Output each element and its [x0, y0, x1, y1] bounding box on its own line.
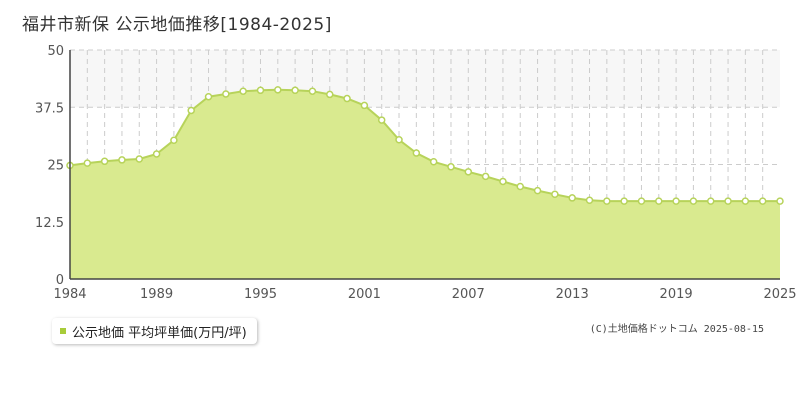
y-tick-label: 50 — [47, 44, 64, 59]
data-point — [603, 197, 611, 205]
data-point — [360, 101, 369, 110]
data-point — [464, 168, 473, 176]
legend: 公示地価 平均坪単価(万円/坪) — [52, 318, 257, 344]
price-area — [70, 89, 780, 279]
data-point — [308, 87, 317, 95]
x-tick-label: 1995 — [244, 287, 277, 302]
data-point — [326, 90, 334, 99]
data-point — [758, 197, 767, 205]
data-point — [204, 92, 213, 101]
data-point — [655, 197, 663, 205]
x-tick-label: 1984 — [53, 287, 86, 302]
data-point — [620, 197, 628, 205]
data-point — [395, 136, 403, 144]
data-point — [672, 197, 680, 205]
data-point — [741, 197, 750, 205]
data-point — [706, 197, 715, 205]
x-tick-label: 2001 — [348, 287, 381, 302]
data-point — [274, 86, 282, 94]
legend-label: 公示地価 平均坪単価(万円/坪) — [72, 325, 247, 341]
data-point — [343, 94, 351, 103]
data-point — [481, 172, 490, 181]
y-tick-label: 12.5 — [35, 216, 64, 231]
data-point — [118, 156, 126, 164]
data-point — [412, 149, 421, 157]
data-point — [533, 186, 542, 195]
data-point — [152, 150, 161, 158]
x-tick-label: 2025 — [763, 287, 796, 302]
chart-title: 福井市新保 公示地価推移[1984-2025] — [22, 15, 332, 35]
data-point — [637, 197, 646, 205]
x-tick-label: 1989 — [140, 287, 173, 302]
data-point — [429, 158, 438, 166]
data-point — [170, 136, 178, 144]
data-point — [100, 157, 109, 166]
data-point — [568, 194, 576, 202]
x-tick-label: 2019 — [660, 287, 693, 302]
data-point — [776, 197, 784, 205]
data-point — [447, 163, 455, 171]
data-point — [83, 159, 92, 167]
data-point — [222, 90, 230, 98]
alternate-band — [70, 50, 780, 108]
data-point — [724, 197, 732, 205]
data-point — [551, 190, 559, 199]
data-point — [689, 197, 698, 205]
data-point — [291, 86, 299, 95]
data-point — [135, 155, 144, 163]
data-point — [377, 116, 386, 124]
data-point — [256, 86, 265, 95]
x-tick-label: 2007 — [452, 287, 485, 302]
data-point — [516, 182, 524, 191]
data-point — [239, 87, 247, 95]
data-point — [585, 196, 594, 204]
y-tick-label: 37.5 — [35, 101, 64, 116]
legend-swatch — [60, 328, 66, 334]
y-tick-label: 0 — [56, 273, 64, 288]
data-point — [499, 177, 507, 186]
x-tick-labels: 1984 1989 1995 2001 2007 2013 2019 2025 — [53, 287, 796, 302]
copyright-credit: (C)土地価格ドットコム 2025-08-15 — [589, 324, 764, 335]
x-tick-label: 2013 — [556, 287, 589, 302]
data-point — [187, 106, 195, 115]
y-tick-label: 25 — [47, 159, 64, 174]
y-tick-labels: 0 12.5 25 37.5 50 — [35, 44, 64, 288]
